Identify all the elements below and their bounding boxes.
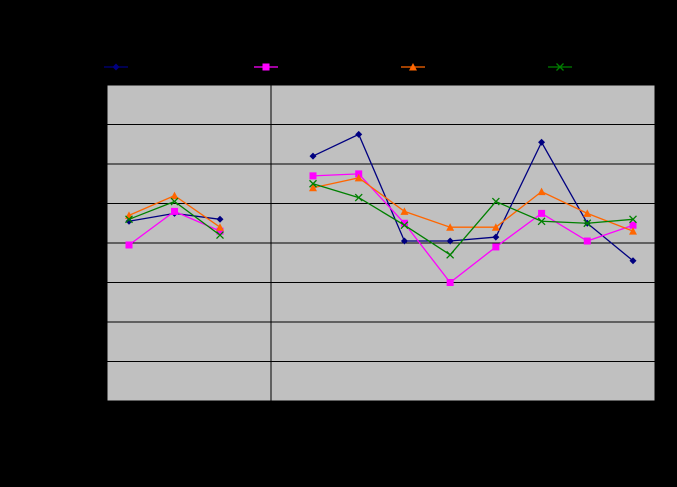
series-marker-x	[170, 197, 179, 206]
series-4-line	[312, 183, 634, 256]
series-marker-diamond	[355, 130, 363, 138]
series-marker-square	[538, 209, 546, 217]
series-marker-square	[125, 241, 133, 249]
series-marker-triangle	[409, 63, 417, 71]
series-marker-x	[537, 217, 546, 226]
series-marker-x	[216, 231, 224, 240]
series-marker-triangle	[309, 183, 317, 192]
series-marker-x	[309, 179, 317, 188]
series-marker-x	[125, 215, 133, 224]
series-marker-square	[492, 243, 500, 251]
series-marker-diamond	[112, 63, 120, 71]
series-marker-diamond	[629, 257, 637, 265]
series-2-line	[312, 173, 634, 284]
series-marker-square	[262, 63, 270, 71]
series-marker-diamond	[400, 237, 408, 245]
series-marker-triangle	[491, 223, 500, 231]
series-marker-x	[556, 63, 564, 71]
series-marker-square	[400, 219, 408, 227]
series-marker-x	[446, 250, 455, 259]
series-marker-square	[309, 172, 317, 180]
series-marker-triangle	[537, 187, 546, 196]
series-marker-triangle	[446, 223, 455, 231]
series-marker-x	[491, 197, 500, 206]
series-marker-square	[171, 207, 178, 215]
series-marker-diamond	[125, 217, 133, 225]
series-marker-diamond	[446, 237, 454, 245]
series-marker-x	[400, 221, 409, 230]
series-marker-x	[354, 193, 363, 202]
series-marker-square	[446, 279, 454, 286]
series-marker-triangle	[216, 223, 224, 231]
series-marker-diamond	[309, 152, 317, 160]
series-marker-triangle	[354, 173, 363, 182]
series-marker-triangle	[629, 227, 637, 235]
series-marker-triangle	[400, 207, 409, 215]
series-marker-square	[583, 237, 591, 245]
series-marker-x	[583, 219, 592, 228]
series-marker-diamond	[216, 215, 224, 223]
series-marker-square	[629, 221, 637, 229]
series-marker-x	[629, 215, 637, 224]
series-marker-diamond	[492, 233, 500, 241]
series-marker-triangle	[583, 209, 592, 217]
series-marker-square	[216, 227, 224, 235]
series-marker-diamond	[538, 138, 546, 146]
series-marker-triangle	[170, 191, 179, 200]
